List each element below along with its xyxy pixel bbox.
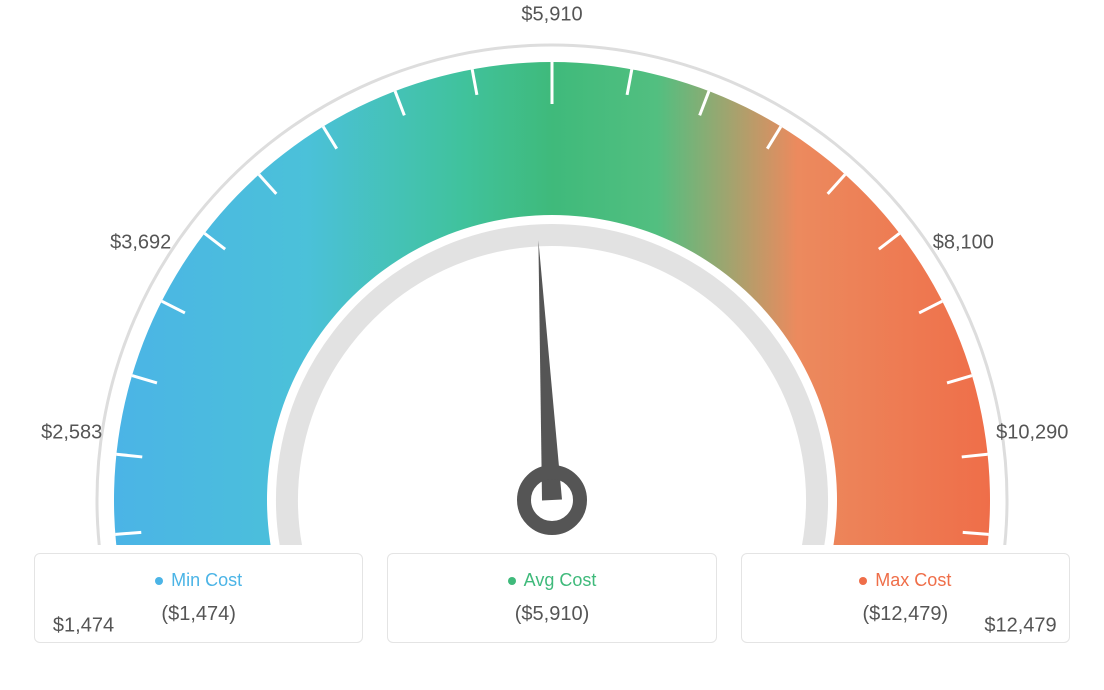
gauge-tick-label: $1,474: [53, 614, 114, 637]
min-cost-title: Min Cost: [155, 570, 242, 591]
min-cost-label: Min Cost: [171, 570, 242, 591]
avg-cost-label: Avg Cost: [524, 570, 597, 591]
gauge-tick-label: $3,692: [110, 231, 171, 254]
cost-cards-row: Min Cost ($1,474) Avg Cost ($5,910) Max …: [0, 553, 1104, 643]
gauge-chart: $1,474$2,583$3,692$5,910$8,100$10,290$12…: [0, 0, 1104, 545]
avg-cost-title: Avg Cost: [508, 570, 597, 591]
max-dot-icon: [859, 577, 867, 585]
max-cost-label: Max Cost: [875, 570, 951, 591]
gauge-tick-label: $8,100: [933, 231, 994, 254]
max-cost-title: Max Cost: [859, 570, 951, 591]
min-dot-icon: [155, 577, 163, 585]
avg-dot-icon: [508, 577, 516, 585]
gauge-tick-label: $5,910: [521, 4, 582, 27]
gauge-tick-label: $2,583: [41, 421, 102, 444]
gauge-tick-label: $12,479: [984, 614, 1056, 637]
gauge-svg: [0, 0, 1104, 545]
avg-cost-card: Avg Cost ($5,910): [387, 553, 716, 643]
gauge-tick-label: $10,290: [996, 421, 1068, 444]
avg-cost-value: ($5,910): [398, 603, 705, 626]
